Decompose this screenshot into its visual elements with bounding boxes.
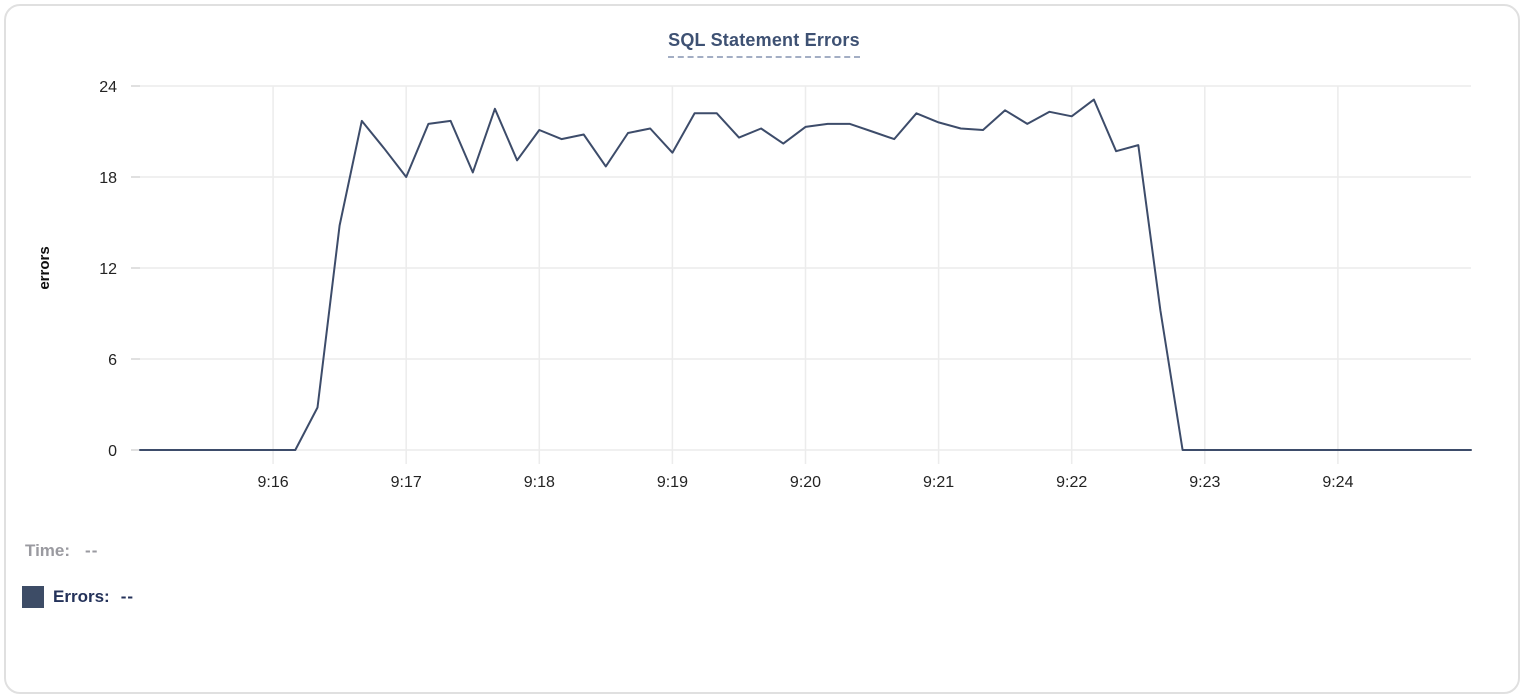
chart-card	[4, 4, 1520, 694]
svg-text:6: 6	[108, 352, 117, 369]
y-axis-labels: 0 6 12 18 24	[99, 79, 117, 460]
x-axis-labels: 9:16 9:17 9:18 9:19 9:20 9:21 9:22 9:23 9:24	[258, 474, 1354, 491]
svg-text:9:17: 9:17	[391, 474, 422, 491]
tooltip-time-value: --	[85, 541, 99, 560]
line-chart[interactable]: 0 6 12 18 24 9:16 9:17 9:18 9:19 9:20 9:21 9:22 9:23…	[0, 0, 1528, 652]
svg-text:9:19: 9:19	[657, 474, 688, 491]
chart-header: SQL Statement Errors	[0, 30, 1528, 58]
svg-text:0: 0	[108, 443, 117, 460]
svg-text:9:22: 9:22	[1056, 474, 1087, 491]
svg-text:12: 12	[99, 261, 117, 278]
svg-text:9:18: 9:18	[524, 474, 555, 491]
legend-errors-value: --	[120, 587, 135, 606]
svg-text:9:24: 9:24	[1322, 474, 1353, 491]
errors-series-swatch-icon	[22, 586, 44, 608]
legend-errors-label: Errors:	[53, 587, 110, 606]
chart-title[interactable]: SQL Statement Errors	[668, 30, 860, 58]
y-gridlines	[131, 85, 1471, 451]
x-gridlines	[272, 86, 1339, 464]
series-line-errors	[139, 98, 1472, 451]
svg-text:24: 24	[99, 79, 117, 96]
svg-text:9:21: 9:21	[923, 474, 954, 491]
tooltip-time-row: Time: --	[25, 541, 98, 561]
svg-text:9:23: 9:23	[1189, 474, 1220, 491]
y-axis-title: errors	[36, 246, 53, 289]
svg-text:9:20: 9:20	[790, 474, 821, 491]
svg-text:9:16: 9:16	[258, 474, 289, 491]
tooltip-time-label: Time:	[25, 541, 71, 560]
legend-errors-row: Errors: --	[22, 586, 134, 608]
svg-text:18: 18	[99, 170, 117, 187]
